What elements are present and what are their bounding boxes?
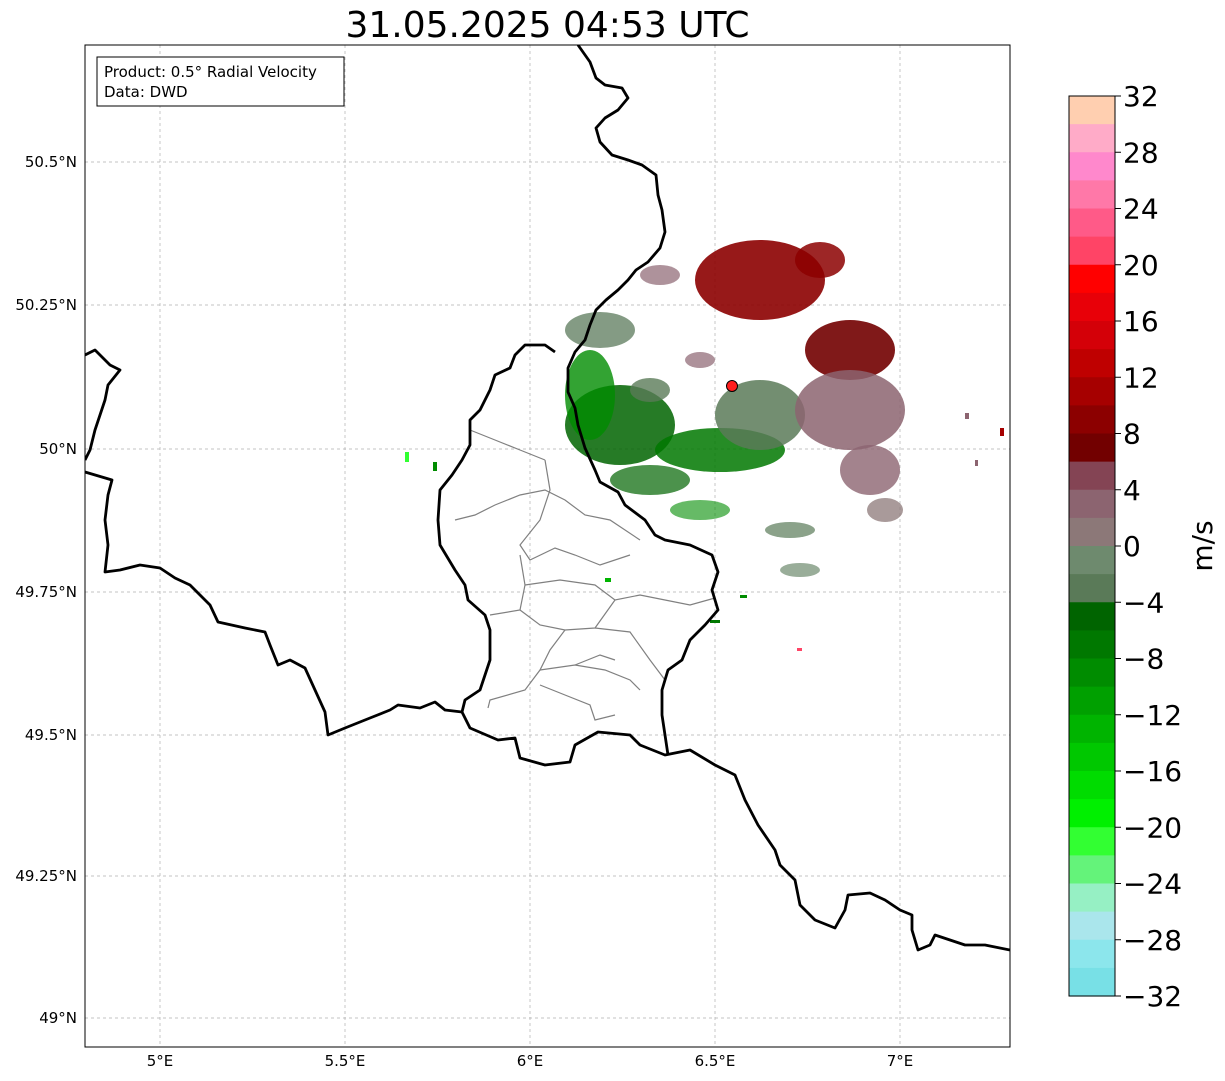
colorbar-tick-label: −28 — [1123, 924, 1182, 957]
colorbar-segment — [1069, 180, 1115, 210]
lon-tick-label: 6°E — [517, 1052, 544, 1070]
colorbar-segment — [1069, 321, 1115, 350]
colorbar-segment — [1069, 546, 1115, 575]
colorbar-segment — [1069, 489, 1115, 519]
colorbar-segment — [1069, 574, 1115, 603]
lat-tick-label: 50.5°N — [25, 153, 77, 171]
velocity-colorbar — [1069, 96, 1115, 997]
colorbar-segment — [1069, 967, 1115, 997]
colorbar-tick-label: 4 — [1123, 474, 1141, 507]
lat-tick-label: 49.75°N — [15, 583, 77, 601]
lon-tick-label: 6.5°E — [695, 1052, 736, 1070]
colorbar-tick-label: −16 — [1123, 755, 1182, 788]
colorbar-segment — [1069, 939, 1115, 969]
map-title: 31.05.2025 04:53 UTC — [345, 5, 750, 46]
colorbar-segment — [1069, 96, 1115, 125]
lat-tick-labels: 50.5°N 50.25°N 50°N 49.75°N 49.5°N 49.25… — [15, 153, 77, 1027]
lat-tick-label: 50°N — [39, 440, 77, 458]
colorbar-segment — [1069, 658, 1115, 688]
colorbar-segment — [1069, 630, 1115, 660]
info-data-source-text: Data: DWD — [104, 83, 188, 101]
colorbar-tick-labels: 32 28 24 20 16 12 8 4 0 −4 −8 −12 −16 −20 −24 −28 −32 — [1115, 80, 1182, 1013]
colorbar-segment — [1069, 602, 1115, 631]
colorbar-segment — [1069, 771, 1115, 800]
colorbar-segment — [1069, 799, 1115, 828]
colorbar-segment — [1069, 883, 1115, 913]
lat-tick-label: 49.5°N — [25, 726, 77, 744]
colorbar-segment — [1069, 405, 1115, 435]
colorbar-tick-label: 8 — [1123, 418, 1141, 451]
colorbar-tick-label: −32 — [1123, 980, 1182, 1013]
colorbar-segment — [1069, 152, 1115, 181]
colorbar-segment — [1069, 517, 1115, 547]
colorbar-segment — [1069, 208, 1115, 238]
lon-tick-label: 5°E — [147, 1052, 174, 1070]
colorbar-tick-label: 24 — [1123, 193, 1159, 226]
colorbar-tick-label: 12 — [1123, 361, 1159, 394]
colorbar-segment — [1069, 349, 1115, 378]
colorbar-segment — [1069, 855, 1115, 885]
colorbar-unit-label: m/s — [1186, 520, 1219, 571]
lon-tick-label: 5.5°E — [325, 1052, 366, 1070]
colorbar-tick-label: −24 — [1123, 868, 1182, 901]
colorbar-tick-label: 32 — [1123, 80, 1159, 113]
colorbar-segment — [1069, 433, 1115, 463]
colorbar-tick-label: 16 — [1123, 305, 1159, 338]
colorbar-segment — [1069, 461, 1115, 491]
colorbar-segment — [1069, 714, 1115, 744]
colorbar-tick-label: 28 — [1123, 136, 1159, 169]
colorbar-segment — [1069, 264, 1115, 294]
lon-tick-label: 7°E — [887, 1052, 914, 1070]
colorbar-tick-label: 20 — [1123, 249, 1159, 282]
district-boundaries — [454, 429, 716, 721]
lon-tick-labels: 5°E 5.5°E 6°E 6.5°E 7°E — [147, 1052, 914, 1070]
info-product-text: Product: 0.5° Radial Velocity — [104, 63, 317, 81]
colorbar-segment — [1069, 236, 1115, 266]
colorbar-tick-label: −12 — [1123, 699, 1182, 732]
colorbar-tick-label: −4 — [1123, 586, 1164, 619]
colorbar-tick-label: −20 — [1123, 811, 1182, 844]
lat-tick-label: 50.25°N — [15, 296, 77, 314]
colorbar-segment — [1069, 124, 1115, 153]
colorbar-segment — [1069, 292, 1115, 322]
colorbar-segment — [1069, 827, 1115, 856]
lat-tick-label: 49.25°N — [15, 867, 77, 885]
map-frame — [84, 44, 1011, 1048]
colorbar-tick-label: −8 — [1123, 643, 1164, 676]
radar-echoes — [405, 240, 1004, 651]
radar-station-marker[interactable] — [726, 380, 738, 392]
info-box — [96, 56, 345, 107]
colorbar-segment — [1069, 742, 1115, 772]
colorbar-segment — [1069, 686, 1115, 716]
map-area[interactable] — [85, 45, 1010, 1047]
lat-tick-label: 49°N — [39, 1009, 77, 1027]
country-borders — [85, 45, 1010, 952]
gridlines — [85, 45, 1010, 1047]
colorbar-segment — [1069, 911, 1115, 941]
colorbar-segment — [1069, 377, 1115, 406]
colorbar-tick-label: 0 — [1123, 530, 1141, 563]
